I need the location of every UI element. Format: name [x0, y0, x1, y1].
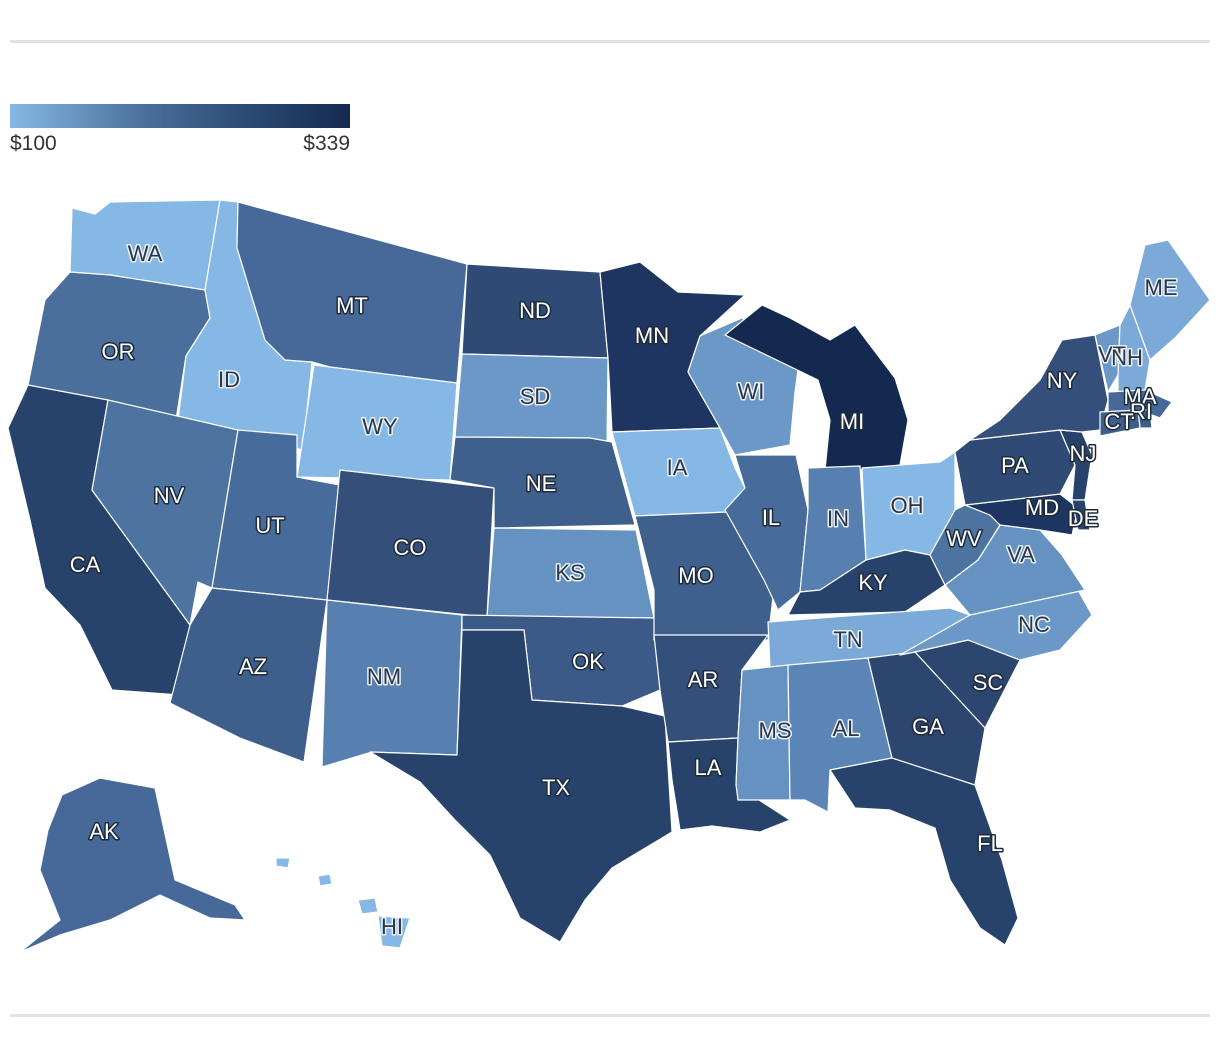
state-label-ak: AK: [89, 819, 119, 844]
state-label-ok: OK: [572, 649, 604, 674]
state-label-in: IN: [827, 506, 849, 531]
state-label-tx: TX: [542, 775, 570, 800]
state-de[interactable]: [1071, 499, 1091, 531]
state-label-ar: AR: [688, 667, 719, 692]
state-label-az: AZ: [239, 654, 267, 679]
state-label-ri: RI: [1130, 399, 1152, 424]
state-label-nc: NC: [1018, 612, 1050, 637]
state-label-wv: WV: [946, 526, 982, 551]
state-label-ny: NY: [1047, 368, 1078, 393]
state-label-al: AL: [833, 716, 860, 741]
state-ak[interactable]: [19, 777, 246, 953]
state-label-ky: KY: [858, 570, 888, 595]
state-label-ia: IA: [667, 455, 688, 480]
state-tx[interactable]: [369, 629, 673, 943]
state-label-il: IL: [762, 505, 780, 530]
state-me[interactable]: [1129, 239, 1211, 361]
state-ny[interactable]: [969, 334, 1109, 441]
state-label-wi: WI: [738, 379, 765, 404]
state-label-wa: WA: [128, 241, 163, 266]
state-label-tn: TN: [833, 627, 862, 652]
state-il[interactable]: [724, 454, 809, 611]
state-label-nj: NJ: [1070, 441, 1097, 466]
state-fl[interactable]: [829, 757, 1019, 946]
state-label-pa: PA: [1001, 453, 1029, 478]
state-md[interactable]: [964, 493, 1079, 536]
legend-gradient-bar: [10, 104, 350, 128]
state-label-nh: NH: [1111, 345, 1143, 370]
state-label-sc: SC: [973, 670, 1004, 695]
state-label-id: ID: [218, 367, 240, 392]
state-label-mi: MI: [840, 409, 864, 434]
state-label-ne: NE: [526, 471, 557, 496]
top-divider: [10, 40, 1210, 43]
state-label-or: OR: [102, 339, 135, 364]
color-legend: $100 $339: [10, 104, 350, 155]
state-label-va: VA: [1007, 542, 1035, 567]
state-ct[interactable]: [1099, 409, 1141, 437]
state-label-nm: NM: [367, 664, 401, 689]
state-label-ca: CA: [70, 552, 101, 577]
state-hi[interactable]: [275, 857, 411, 949]
bottom-divider: [10, 1014, 1210, 1017]
state-label-sd: SD: [520, 384, 551, 409]
state-label-nd: ND: [519, 298, 551, 323]
state-label-fl: FL: [977, 831, 1003, 856]
state-label-de: DE: [1068, 506, 1099, 531]
state-label-vt: VT: [1098, 342, 1126, 367]
state-label-ks: KS: [555, 560, 584, 585]
state-label-mn: MN: [635, 323, 669, 348]
state-label-ms: MS: [759, 718, 792, 743]
state-label-md: MD: [1025, 495, 1059, 520]
state-label-co: CO: [394, 535, 427, 560]
state-label-wy: WY: [362, 414, 398, 439]
state-label-mo: MO: [678, 563, 713, 588]
state-label-ga: GA: [912, 714, 944, 739]
state-label-oh: OH: [891, 493, 924, 518]
state-mt[interactable]: [236, 201, 468, 384]
state-ne[interactable]: [449, 436, 636, 529]
legend-min-label: $100: [10, 132, 57, 155]
state-label-nv: NV: [154, 483, 185, 508]
state-label-ct: CT: [1104, 409, 1133, 434]
state-label-me: ME: [1145, 275, 1178, 300]
state-label-mt: MT: [336, 293, 368, 318]
legend-max-label: $339: [303, 132, 350, 155]
state-mi[interactable]: [724, 304, 909, 471]
state-label-ut: UT: [255, 513, 284, 538]
state-label-ma: MA: [1124, 384, 1157, 409]
state-label-hi: HI: [381, 914, 403, 939]
state-label-la: LA: [695, 755, 722, 780]
